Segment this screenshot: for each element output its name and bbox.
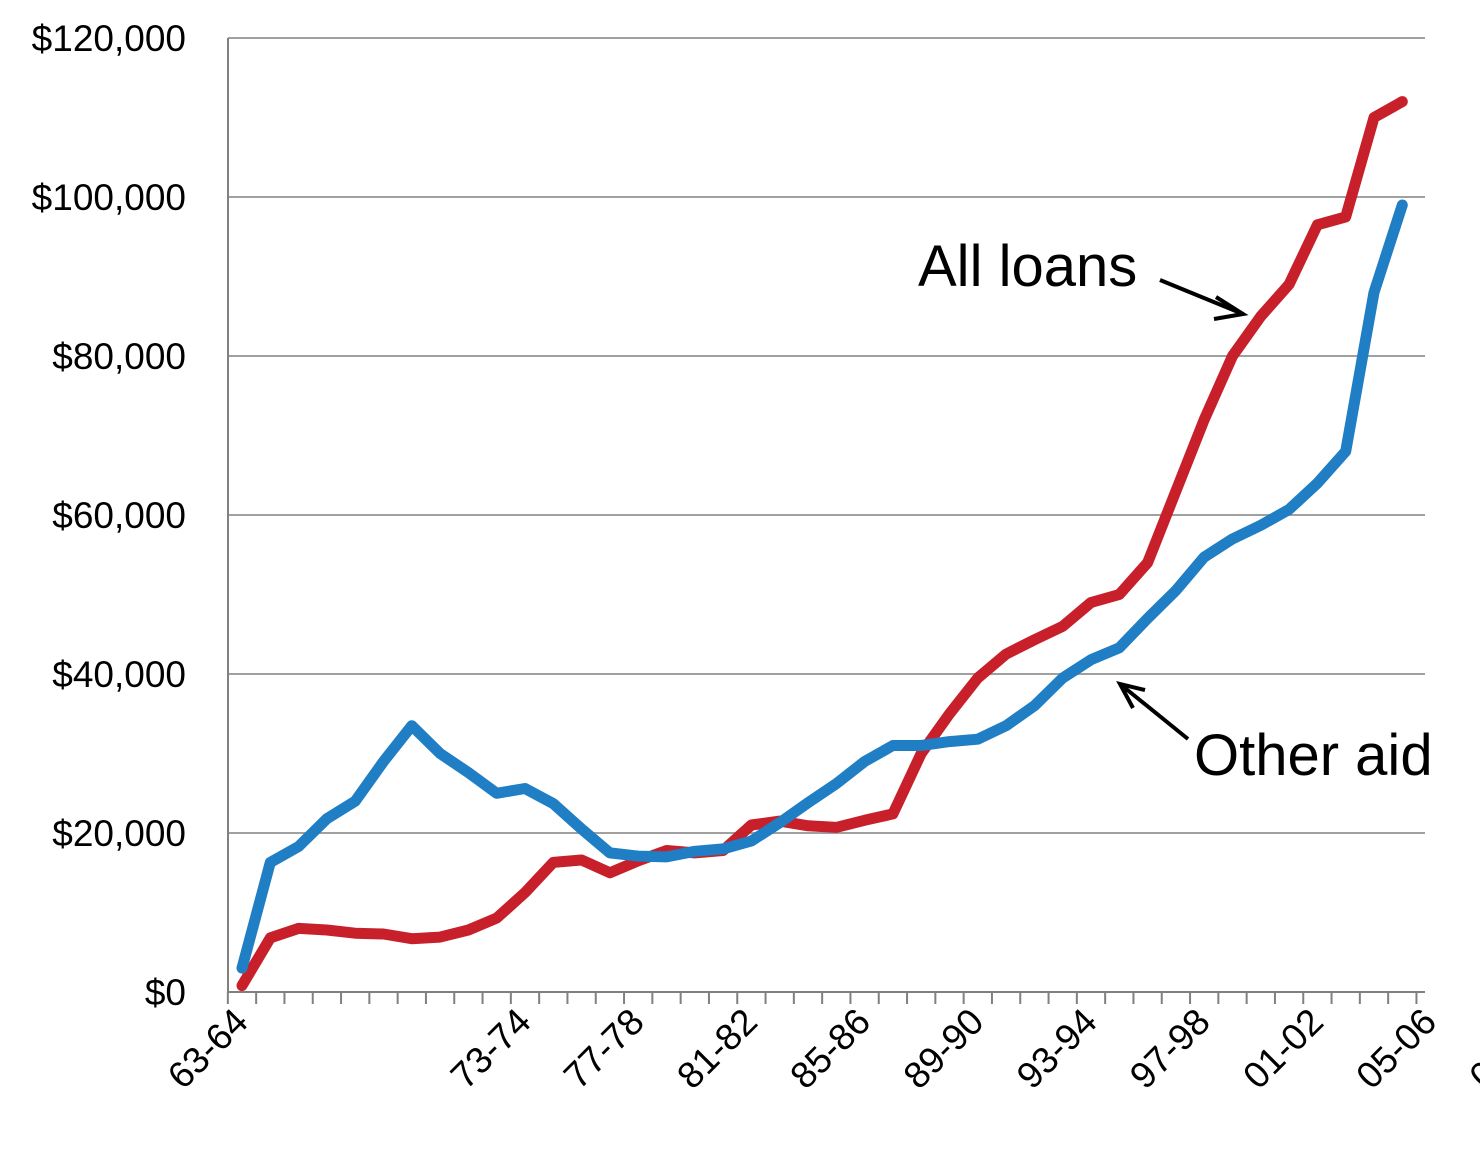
annotation-other-aid-arrow bbox=[1116, 681, 1190, 741]
annotation-other-aid: Other aid bbox=[1194, 723, 1433, 788]
x-tick-label: 93-94 bbox=[1009, 1001, 1105, 1097]
x-tick-label: 89-90 bbox=[896, 1001, 992, 1097]
axes bbox=[226, 38, 1425, 1004]
x-tick-label: 85-86 bbox=[782, 1001, 878, 1097]
annotations: All loans Other aid bbox=[918, 234, 1433, 788]
x-tick-label: 73-74 bbox=[443, 1001, 539, 1097]
x-tick-label: 63-64 bbox=[160, 1001, 256, 1097]
x-tick-label: 09-10 bbox=[1462, 1001, 1480, 1097]
y-tick-label: $20,000 bbox=[52, 813, 186, 854]
series-line-all-loans bbox=[236, 96, 1408, 992]
y-tick-label: $40,000 bbox=[52, 654, 186, 695]
x-tick-label: 05-06 bbox=[1348, 1001, 1444, 1097]
y-tick-label: $120,000 bbox=[32, 18, 186, 59]
x-tick-label: 81-82 bbox=[669, 1001, 765, 1097]
y-tick-label: $100,000 bbox=[32, 177, 186, 218]
series-line-other-aid bbox=[236, 199, 1408, 974]
y-tick-label: $60,000 bbox=[52, 495, 186, 536]
y-axis-tick-labels: $0 $20,000 $40,000 $60,000 $80,000 $100,000 $1… bbox=[32, 18, 186, 1013]
x-axis-tick-labels: 63-64 73-74 77-78 81-82 85-86 89-90 93-94 97-98… bbox=[160, 1001, 1480, 1097]
x-tick-label: 01-02 bbox=[1235, 1001, 1331, 1097]
annotation-all-loans: All loans bbox=[918, 234, 1137, 299]
y-tick-label: $0 bbox=[145, 972, 186, 1013]
annotation-all-loans-arrow bbox=[1159, 278, 1249, 321]
y-tick-label: $80,000 bbox=[52, 336, 186, 377]
x-tick-label: 77-78 bbox=[556, 1001, 652, 1097]
series-lines bbox=[236, 96, 1408, 992]
x-tick-label: 97-98 bbox=[1122, 1001, 1218, 1097]
grid-lines bbox=[228, 37, 1425, 834]
